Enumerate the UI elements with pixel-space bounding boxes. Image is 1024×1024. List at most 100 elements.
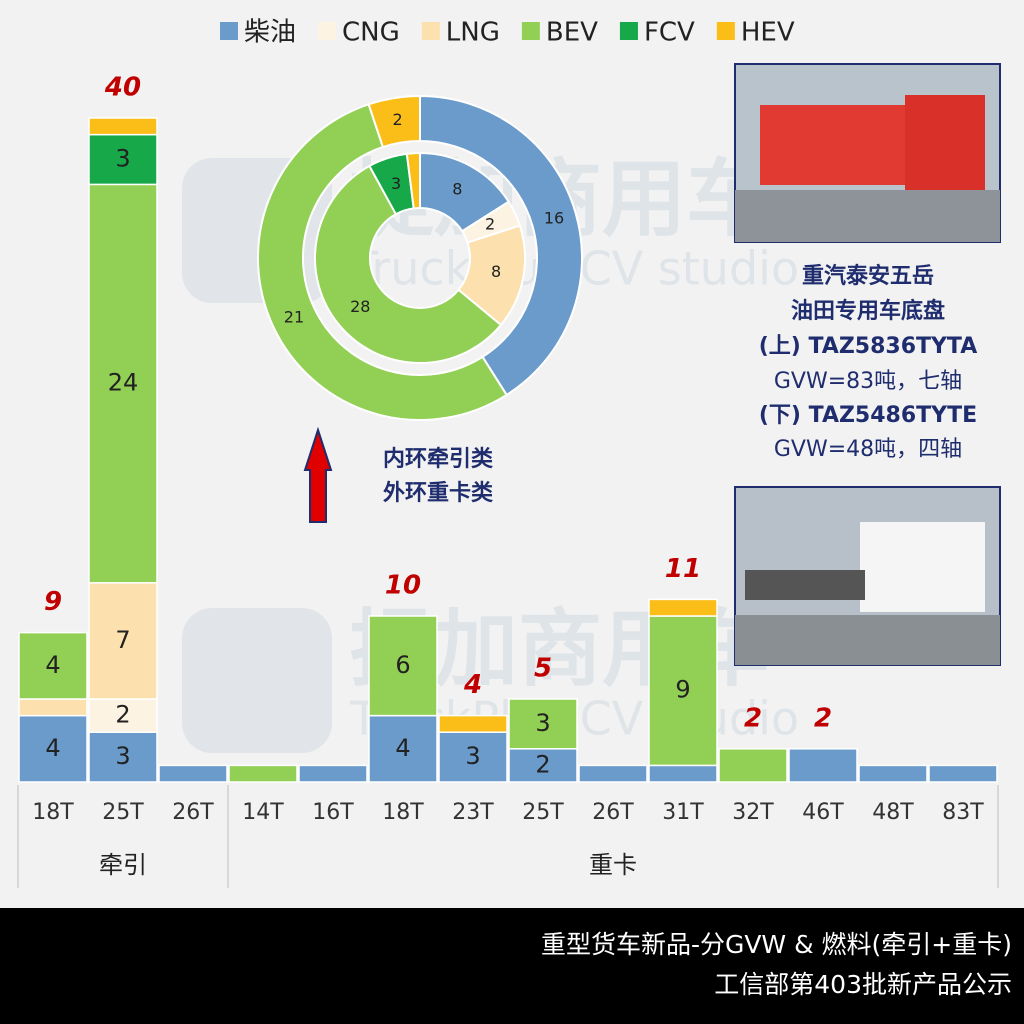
info-line: (上) TAZ5836TYTA: [759, 334, 978, 359]
group-label: 牵引: [99, 851, 147, 879]
legend-swatch: [716, 22, 735, 40]
legend-label: FCV: [644, 18, 695, 48]
data-label: 3: [535, 709, 550, 737]
bar-segment: [648, 764, 718, 783]
bar-segment: [158, 764, 228, 783]
legend-swatch: [220, 22, 238, 40]
data-label: 4: [395, 734, 410, 762]
watermark-logo: [182, 608, 332, 753]
x-tick-label: 23T: [452, 800, 494, 825]
data-label: 3: [465, 742, 480, 770]
data-label: 4: [45, 734, 60, 762]
donut-label: 16: [544, 209, 564, 228]
bar-segment: [718, 748, 788, 783]
legend-label: BEV: [546, 18, 598, 48]
x-tick-label: 26T: [172, 800, 214, 825]
annotation: 内环牵引类: [383, 447, 494, 472]
total-label: 11: [665, 554, 701, 584]
data-label: 4: [45, 651, 60, 679]
legend-label: HEV: [741, 18, 795, 48]
bar-segment: [368, 615, 438, 717]
donut-label: 2: [393, 110, 403, 129]
bar-segment: [88, 698, 158, 733]
bar-segment: [648, 598, 718, 617]
bar-segment: [228, 764, 298, 783]
x-tick-label: 31T: [662, 800, 704, 825]
data-label: 2: [115, 701, 130, 729]
donut-label: 8: [491, 262, 501, 281]
footer: [0, 908, 1024, 1024]
arrow: [303, 426, 333, 523]
bar-segment: [18, 698, 88, 717]
bar-segment: [368, 714, 438, 783]
annotation: 外环重卡类: [383, 480, 494, 506]
bar-segment: [438, 714, 508, 733]
x-tick-label: 46T: [802, 800, 844, 825]
data-label: 24: [108, 369, 139, 397]
bar-segment: [788, 748, 858, 783]
bar-segment: [88, 582, 158, 700]
x-tick-label: 26T: [592, 800, 634, 825]
donut-segment: [367, 94, 421, 149]
x-tick-label: 83T: [942, 800, 984, 825]
total-label: 5: [534, 654, 552, 684]
donut-label: 2: [485, 215, 495, 234]
info-line: 油田专用车底盘: [791, 298, 945, 324]
footer-line: 重型货车新品-分GVW & 燃料(牵引+重卡): [541, 930, 1012, 959]
donut-segment: [314, 164, 503, 364]
truck-cab: [860, 522, 985, 612]
bar-segment: [648, 615, 718, 767]
donut-label: 8: [452, 180, 462, 199]
donut-label: 3: [391, 174, 401, 193]
photo: [734, 486, 1001, 666]
road: [735, 615, 1000, 665]
data-label: 9: [675, 676, 690, 704]
data-label: 6: [395, 651, 410, 679]
donut-segment: [405, 151, 421, 210]
x-tick-label: 18T: [382, 800, 424, 825]
bar-segment: [508, 698, 578, 750]
x-tick-label: 25T: [102, 800, 144, 825]
bar-segment: [578, 764, 648, 783]
truck-cab: [905, 95, 985, 190]
x-tick-label: 25T: [522, 800, 564, 825]
legend-swatch: [421, 22, 440, 40]
info-line: (下) TAZ5486TYTE: [759, 403, 977, 428]
legend-label: LNG: [446, 18, 500, 48]
bar-segment: [88, 117, 158, 136]
road: [735, 190, 1000, 242]
bar-segment: [88, 731, 158, 783]
donut-label: 28: [350, 297, 370, 316]
donut-label: 21: [284, 307, 304, 326]
bar-segment: [438, 731, 508, 783]
x-tick-label: 48T: [872, 800, 914, 825]
total-label: 4: [463, 670, 482, 700]
donut-segment: [257, 103, 508, 421]
legend-label: CNG: [342, 18, 400, 48]
total-label: 9: [44, 587, 62, 617]
legend-swatch: [521, 22, 540, 40]
data-label: 2: [535, 750, 550, 778]
legend-swatch: [619, 22, 638, 40]
info-line: GVW=48吨，四轴: [774, 437, 962, 462]
legend-swatch: [318, 22, 337, 40]
footer-line: 工信部第403批新产品公示: [714, 970, 1012, 999]
bar-segment: [298, 764, 368, 783]
x-tick-label: 16T: [312, 800, 354, 825]
x-tick-label: 14T: [242, 800, 284, 825]
truck-chassis: [745, 570, 865, 600]
info-line: 重汽泰安五岳: [802, 263, 934, 289]
x-tick-label: 32T: [732, 800, 774, 825]
data-label: 3: [115, 742, 130, 770]
bar-segment: [508, 748, 578, 783]
bar-segment: [928, 764, 998, 783]
group-label: 重卡: [589, 851, 637, 879]
donut-segment: [419, 94, 583, 397]
legend-label: 柴油: [244, 18, 296, 48]
bar-segment: [18, 631, 88, 700]
total-label: 2: [744, 703, 762, 733]
total-label: 40: [104, 73, 141, 103]
